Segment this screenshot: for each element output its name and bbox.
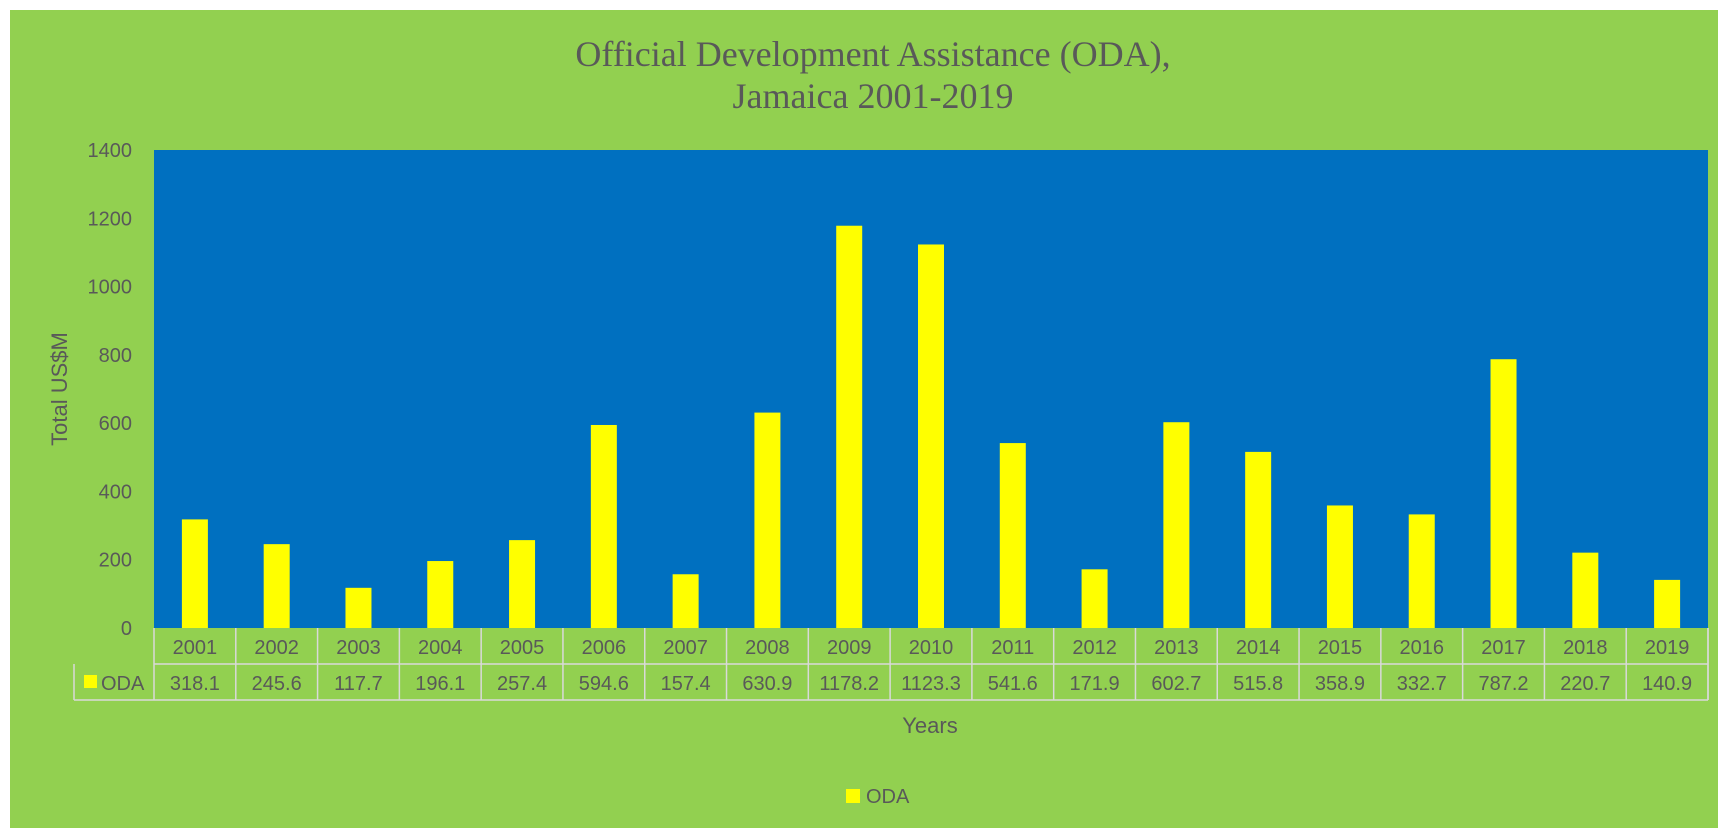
table-series-name: ODA bbox=[101, 673, 145, 695]
bar-2015 bbox=[1326, 505, 1353, 628]
category-label: 2018 bbox=[1563, 637, 1608, 659]
y-tick-label: 1200 bbox=[88, 208, 133, 230]
category-label: 2011 bbox=[991, 637, 1034, 659]
bar-2016 bbox=[1408, 514, 1435, 628]
bar-2011 bbox=[999, 443, 1026, 628]
chart-title-line-2: Jamaica 2001-2019 bbox=[733, 76, 1014, 116]
data-label: 196.1 bbox=[415, 673, 465, 695]
category-label: 2010 bbox=[909, 637, 954, 659]
data-label: 318.1 bbox=[170, 673, 220, 695]
bar-2013 bbox=[1163, 422, 1190, 628]
bar-2009 bbox=[836, 225, 863, 628]
bar-2012 bbox=[1081, 569, 1108, 628]
bar-2019 bbox=[1654, 579, 1681, 628]
category-label: 2006 bbox=[582, 637, 627, 659]
bar-2001 bbox=[181, 519, 208, 628]
data-label: 358.9 bbox=[1315, 673, 1365, 695]
category-label: 2017 bbox=[1481, 637, 1526, 659]
data-label: 157.4 bbox=[661, 673, 711, 695]
y-tick-label: 1400 bbox=[88, 140, 133, 162]
bar-2017 bbox=[1490, 359, 1517, 628]
y-tick-label: 800 bbox=[99, 345, 132, 367]
x-axis-title: Years bbox=[902, 713, 957, 738]
category-label: 2004 bbox=[418, 637, 463, 659]
data-label: 1178.2 bbox=[819, 673, 879, 695]
category-label: 2016 bbox=[1399, 637, 1444, 659]
bar-2006 bbox=[590, 424, 617, 628]
y-axis-title: Total US$M bbox=[47, 332, 72, 446]
category-label: 2007 bbox=[663, 637, 708, 659]
legend: ODA bbox=[846, 786, 910, 808]
data-label: 171.9 bbox=[1070, 673, 1120, 695]
data-table: 2001 318.1 2002 245.6 2003 117.7 2004 196.1 2005… bbox=[73, 628, 1709, 701]
bar-2004 bbox=[427, 561, 454, 628]
data-label: 787.2 bbox=[1478, 673, 1528, 695]
bar-2003 bbox=[345, 587, 372, 628]
data-label: 245.6 bbox=[252, 673, 302, 695]
bar-2008 bbox=[754, 412, 781, 628]
table-legend-key-oda bbox=[84, 675, 97, 688]
data-label: 630.9 bbox=[742, 673, 792, 695]
y-tick-label: 0 bbox=[121, 618, 132, 640]
bar-2010 bbox=[918, 244, 944, 629]
y-tick-label: 600 bbox=[99, 413, 132, 435]
category-label: 2003 bbox=[336, 637, 381, 659]
y-tick-label: 200 bbox=[99, 550, 132, 572]
data-label: 594.6 bbox=[579, 673, 629, 695]
data-label: 257.4 bbox=[497, 673, 547, 695]
category-label: 2002 bbox=[254, 637, 299, 659]
chart-title-line-1: Official Development Assistance (ODA), bbox=[575, 34, 1170, 74]
bar-2014 bbox=[1245, 451, 1272, 628]
bar-2018 bbox=[1572, 552, 1599, 628]
category-label: 2014 bbox=[1236, 637, 1281, 659]
y-tick-label: 1000 bbox=[88, 277, 133, 299]
data-label: 117.7 bbox=[334, 673, 383, 695]
bar-series-oda bbox=[181, 225, 1681, 629]
data-label: 541.6 bbox=[988, 673, 1038, 695]
chart-title: Official Development Assistance (ODA), J… bbox=[575, 34, 1170, 116]
category-label: 2009 bbox=[827, 637, 872, 659]
y-axis-ticks: 0 200 400 600 800 1000 1200 1400 bbox=[88, 140, 133, 640]
bar-2007 bbox=[672, 574, 699, 628]
legend-swatch-oda bbox=[846, 789, 860, 803]
data-label: 1123.3 bbox=[901, 673, 961, 695]
category-label: 2013 bbox=[1154, 637, 1199, 659]
y-tick-label: 400 bbox=[99, 481, 132, 503]
data-label: 140.9 bbox=[1642, 673, 1692, 695]
data-label: 220.7 bbox=[1560, 673, 1610, 695]
data-label: 332.7 bbox=[1397, 673, 1447, 695]
data-label: 515.8 bbox=[1233, 673, 1283, 695]
category-label: 2012 bbox=[1072, 637, 1117, 659]
legend-label-oda: ODA bbox=[866, 786, 910, 808]
category-label: 2008 bbox=[745, 637, 790, 659]
category-label: 2019 bbox=[1645, 637, 1690, 659]
category-label: 2015 bbox=[1318, 637, 1363, 659]
bar-2005 bbox=[509, 540, 536, 628]
category-label: 2001 bbox=[173, 637, 218, 659]
bar-2002 bbox=[263, 544, 290, 628]
category-label: 2005 bbox=[500, 637, 545, 659]
data-label: 602.7 bbox=[1151, 673, 1201, 695]
